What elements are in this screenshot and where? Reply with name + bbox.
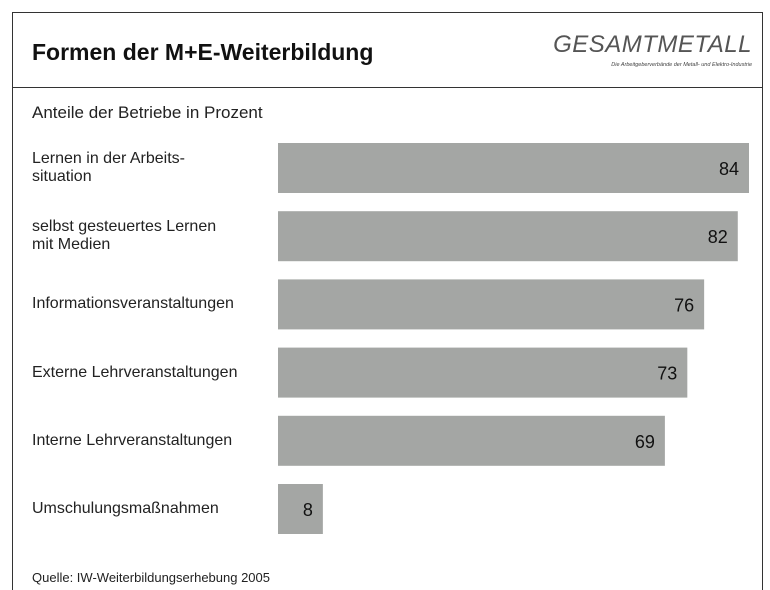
- category-label: Interne Lehrveranstaltungen: [32, 431, 233, 449]
- category-label: Lernen in der Arbeits- situation: [32, 150, 185, 185]
- category-label: Externe Lehrveranstaltungen: [32, 363, 238, 381]
- bar: [278, 415, 665, 466]
- logo: GESAMTMETALL: [553, 31, 752, 58]
- subtitle: Anteile der Betriebe in Prozent: [32, 103, 263, 122]
- category-label: Informationsveranstaltungen: [32, 295, 234, 313]
- bar: [278, 484, 323, 534]
- bar: [278, 347, 688, 398]
- category-label: Umschulungsmaßnahmen: [32, 500, 219, 517]
- bar: [278, 143, 749, 193]
- value-label: 8: [303, 500, 313, 520]
- source: Quelle: IW-Weiterbildungserhebung 2005: [32, 570, 270, 585]
- bar: [278, 211, 738, 262]
- category-label: selbst gesteuertes Lernen mit Medien: [32, 218, 217, 254]
- logo-tagline: Die Arbeitgeberverbände der Metall- und …: [611, 62, 752, 68]
- frame: [12, 12, 763, 590]
- bar: [278, 279, 705, 330]
- value-label: 82: [708, 227, 728, 247]
- value-label: 84: [719, 159, 739, 179]
- value-label: 69: [635, 432, 655, 452]
- chart-title: Formen der M+E-Weiterbildung: [32, 39, 373, 65]
- value-label: 76: [674, 295, 694, 315]
- value-label: 73: [657, 364, 677, 384]
